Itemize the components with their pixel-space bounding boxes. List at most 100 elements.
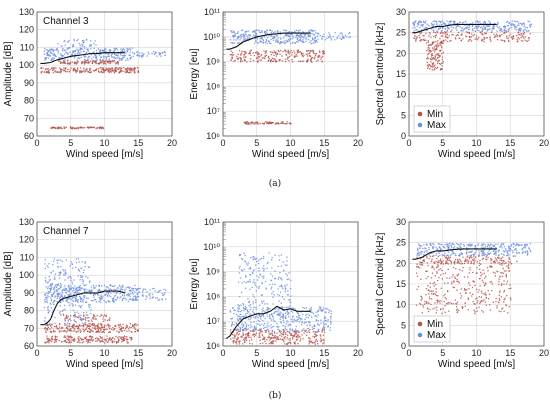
point-max xyxy=(263,300,265,302)
point-min xyxy=(293,56,296,58)
point-max xyxy=(296,33,298,35)
point-max xyxy=(98,290,100,292)
point-max xyxy=(53,49,55,51)
point-min xyxy=(114,328,116,330)
point-max xyxy=(252,258,254,261)
point-min xyxy=(275,53,277,55)
point-max xyxy=(280,38,282,40)
point-max xyxy=(78,315,80,317)
point-max xyxy=(46,297,48,299)
point-min xyxy=(520,39,523,42)
point-min xyxy=(105,63,107,65)
point-min xyxy=(273,54,275,57)
y-tick-label: 100 xyxy=(19,270,34,280)
point-min xyxy=(75,316,77,318)
point-max xyxy=(248,37,251,39)
point-max xyxy=(52,293,55,295)
point-max xyxy=(163,51,165,53)
point-max xyxy=(241,322,243,324)
point-min xyxy=(421,39,423,41)
point-min xyxy=(481,39,484,41)
point-min xyxy=(429,308,431,311)
point-min xyxy=(115,63,117,65)
point-max xyxy=(64,289,66,292)
point-max xyxy=(244,260,246,262)
point-max xyxy=(492,27,494,29)
point-min xyxy=(119,323,121,325)
point-min xyxy=(66,63,68,65)
point-max xyxy=(279,31,281,33)
point-min xyxy=(79,316,82,319)
point-max xyxy=(238,325,240,327)
point-min xyxy=(444,33,446,35)
point-max xyxy=(291,38,293,40)
point-max xyxy=(298,314,301,317)
x-axis-label: Wind speed [m/s] xyxy=(252,359,329,370)
point-max xyxy=(239,310,242,313)
point-max xyxy=(523,22,525,24)
point-min xyxy=(282,338,284,341)
point-max xyxy=(270,35,272,37)
point-min xyxy=(97,63,99,65)
point-min xyxy=(77,337,79,339)
point-min xyxy=(476,261,478,263)
point-min xyxy=(307,53,309,55)
point-max xyxy=(439,26,441,29)
point-min xyxy=(264,340,266,342)
point-min xyxy=(56,336,58,338)
point-min xyxy=(478,289,480,291)
point-min xyxy=(278,123,280,125)
point-min xyxy=(270,338,272,340)
point-min xyxy=(292,335,294,337)
point-max xyxy=(151,297,153,299)
point-max xyxy=(234,33,237,35)
point-min xyxy=(425,294,427,296)
point-max xyxy=(330,39,332,41)
point-max xyxy=(454,20,456,22)
point-max xyxy=(76,48,78,50)
point-min xyxy=(501,30,503,32)
x-tick-label: 0 xyxy=(220,348,225,358)
point-min xyxy=(321,60,323,62)
y-tick-label: 70 xyxy=(24,323,34,333)
point-min xyxy=(528,39,530,41)
point-max xyxy=(491,28,493,30)
point-min xyxy=(74,61,76,64)
point-max xyxy=(291,321,293,323)
point-max xyxy=(432,30,434,32)
point-max xyxy=(286,260,288,262)
point-max xyxy=(292,37,294,39)
point-min xyxy=(528,37,530,39)
point-max xyxy=(164,292,166,294)
point-min xyxy=(126,340,128,342)
point-min xyxy=(487,289,489,292)
point-max xyxy=(238,308,240,310)
point-min xyxy=(55,71,57,74)
point-max xyxy=(288,306,290,308)
point-min xyxy=(60,314,62,316)
point-min xyxy=(286,121,288,123)
point-min xyxy=(445,39,447,41)
point-min xyxy=(268,330,270,332)
point-min xyxy=(136,329,138,331)
point-max xyxy=(90,289,93,291)
point-min xyxy=(491,258,493,261)
point-max xyxy=(71,297,73,300)
point-max xyxy=(92,300,94,302)
point-max xyxy=(330,318,332,320)
point-max xyxy=(305,307,307,309)
point-min xyxy=(56,328,58,330)
point-max xyxy=(442,23,444,25)
point-min xyxy=(428,293,430,295)
point-min xyxy=(438,56,440,58)
point-min xyxy=(127,342,129,344)
point-min xyxy=(296,339,298,341)
point-min xyxy=(472,35,474,37)
point-min xyxy=(496,39,499,41)
point-min xyxy=(109,61,111,63)
point-max xyxy=(281,306,283,308)
point-min xyxy=(310,60,312,63)
point-min xyxy=(257,53,259,55)
point-max xyxy=(305,40,307,42)
point-max xyxy=(286,306,288,309)
